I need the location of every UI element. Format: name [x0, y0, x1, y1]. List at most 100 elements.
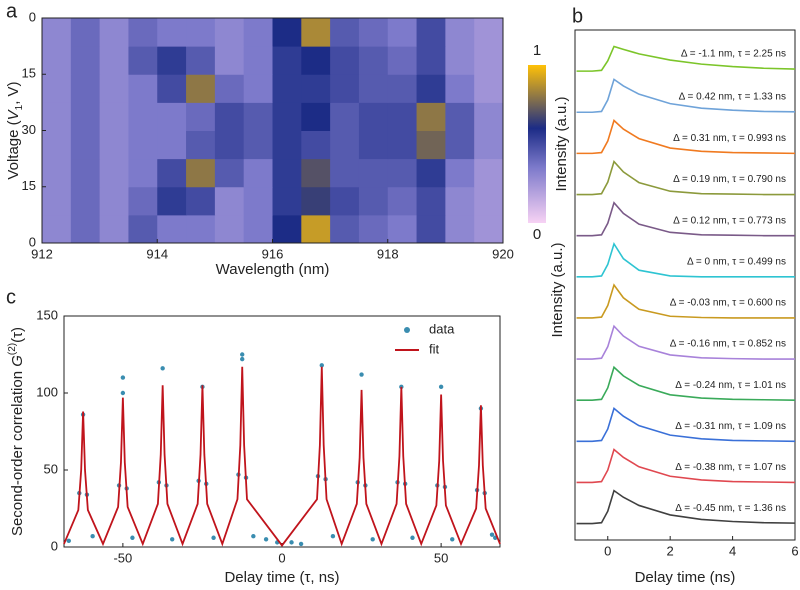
heatmap-cell — [330, 102, 360, 131]
heatmap-cell — [301, 214, 331, 244]
heatmap-cell — [416, 214, 446, 244]
trace-annotation: Δ = 0.12 nm, τ = 0.773 ns — [673, 215, 786, 226]
heatmap-cell — [301, 102, 331, 131]
heatmap-cell — [128, 46, 158, 75]
heatmap-cell — [99, 130, 129, 160]
x-tick-label: 50 — [434, 550, 448, 565]
x-axis-label: Delay time (ns) — [635, 569, 736, 586]
x-tick-label: 0 — [604, 543, 611, 558]
trace-annotation: Δ = -0.24 nm, τ = 1.01 ns — [675, 380, 786, 391]
data-point — [130, 535, 135, 540]
heatmap-cell — [157, 74, 187, 103]
data-point — [120, 390, 126, 396]
heatmap-cell — [474, 158, 504, 188]
heatmap-cell — [272, 74, 302, 103]
heatmap-cell — [214, 158, 245, 188]
data-point — [438, 384, 444, 390]
decay-trace — [576, 119, 796, 155]
heatmap-cell — [445, 214, 475, 244]
data-point — [289, 540, 294, 545]
heatmap-cell — [330, 214, 360, 244]
y-tick-label: 30 — [22, 122, 36, 137]
legend-label: fit — [429, 341, 440, 356]
heatmap-cell — [272, 102, 302, 131]
heatmap-cell — [330, 74, 360, 103]
colorbar-tick-label: 0 — [533, 226, 541, 243]
heatmap-cell — [186, 214, 216, 244]
y-tick-label: 100 — [36, 384, 58, 399]
heatmap-cell — [157, 214, 187, 244]
heatmap-cell — [186, 46, 216, 75]
heatmap-cell — [301, 18, 331, 47]
trace-annotation: Δ = 0.19 nm, τ = 0.790 ns — [673, 174, 786, 185]
heatmap-cell — [42, 74, 72, 103]
heatmap-cell — [416, 18, 446, 47]
heatmap-cell — [387, 186, 418, 216]
heatmap-cell — [128, 130, 158, 160]
heatmap-cell — [445, 130, 475, 160]
trace-annotation: Δ = -0.16 nm, τ = 0.852 ns — [670, 339, 786, 350]
heatmap-cell — [416, 46, 446, 75]
heatmap-cell — [474, 130, 504, 160]
heatmap-cell — [301, 46, 331, 75]
heatmap-cell — [272, 214, 302, 244]
heatmap-cell — [243, 186, 273, 216]
heatmap-cell — [301, 186, 331, 216]
decay-trace — [576, 241, 795, 278]
x-tick-label: 4 — [729, 543, 736, 558]
heatmap-cell — [214, 46, 245, 75]
heatmap-cell — [474, 46, 504, 75]
heatmap-cell — [358, 74, 389, 103]
y-tick-label: 0 — [29, 234, 36, 249]
data-point — [120, 375, 126, 380]
x-tick-label: 6 — [791, 543, 798, 558]
x-tick-label: -50 — [113, 550, 132, 565]
trace-annotation: Δ = 0.31 nm, τ = 0.993 ns — [673, 133, 786, 144]
x-tick-label: 914 — [146, 246, 168, 261]
panel-label: a — [6, 0, 18, 22]
heatmap-cell — [301, 74, 331, 103]
heatmap-cell — [42, 18, 72, 47]
heatmap-cell — [358, 46, 389, 75]
heatmap-cell — [214, 130, 245, 160]
heatmap-cell — [445, 18, 475, 47]
axis-label-part: (2) — [7, 343, 18, 355]
heatmap-cell — [99, 158, 129, 188]
heatmap-cell — [42, 214, 72, 244]
heatmap-cell — [42, 158, 72, 188]
heatmap-cell — [445, 186, 475, 216]
trace-annotation: Δ = -0.31 nm, τ = 1.09 ns — [675, 421, 786, 432]
panel-label: c — [6, 286, 16, 308]
data-point — [298, 541, 304, 547]
heatmap-cell — [42, 186, 72, 216]
heatmap-cell — [387, 46, 418, 75]
data-point — [319, 363, 324, 368]
heatmap-cell — [330, 18, 360, 47]
data-point — [90, 534, 95, 539]
axis-label-part: 1 — [14, 104, 25, 110]
heatmap-cell — [42, 130, 72, 160]
heatmap-cell — [186, 74, 216, 103]
heatmap-cell — [387, 214, 418, 244]
heatmap-cell — [474, 74, 504, 103]
heatmap-cell — [272, 186, 302, 216]
heatmap-cell — [358, 18, 389, 47]
heatmap-cell — [474, 186, 504, 216]
data-point — [66, 538, 71, 544]
decay-trace — [576, 283, 795, 319]
heatmap-cell — [330, 186, 360, 216]
colorbar-label: Intensity (a.u.) — [553, 96, 570, 191]
trace-annotation: Δ = -0.38 nm, τ = 1.07 ns — [675, 462, 786, 473]
decay-trace — [576, 160, 795, 196]
heatmap-cell — [128, 74, 158, 103]
fit-line — [63, 366, 501, 547]
heatmap-cell — [128, 214, 158, 244]
x-tick-label: 920 — [492, 246, 514, 261]
heatmap-cell — [387, 158, 418, 188]
heatmap-cell — [387, 74, 418, 103]
heatmap-cell — [70, 102, 101, 131]
data-point — [240, 356, 245, 362]
data-point — [211, 535, 216, 540]
decay-trace — [576, 406, 796, 443]
heatmap-cell — [99, 102, 129, 131]
